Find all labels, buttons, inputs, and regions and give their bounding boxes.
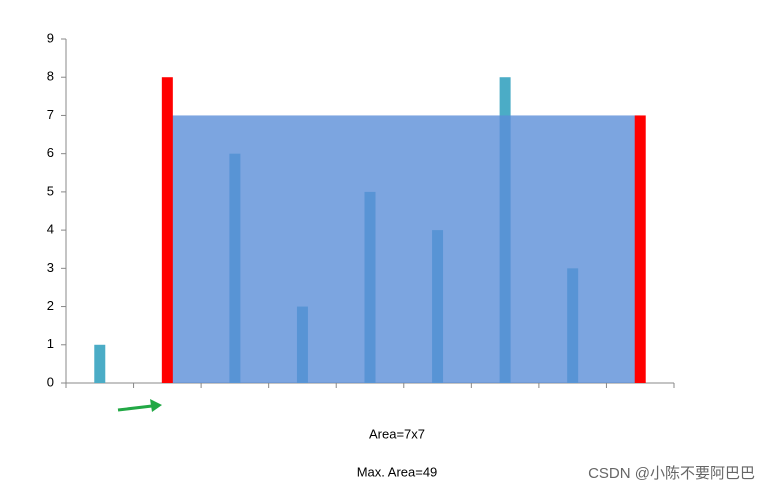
y-tick-label: 8 (47, 69, 54, 84)
y-tick-label: 9 (47, 30, 54, 45)
y-tick-label: 5 (47, 183, 54, 198)
watermark: CSDN @小陈不要阿巴巴 (588, 464, 755, 482)
y-tick-label: 2 (47, 298, 54, 313)
water-area (167, 115, 641, 383)
y-tick-label: 1 (47, 336, 54, 351)
bar (94, 344, 106, 383)
annotation: Max. Area=49 (357, 464, 438, 479)
y-tick-label: 7 (47, 107, 54, 122)
bar (161, 77, 173, 383)
y-tick-label: 4 (47, 222, 54, 237)
y-tick-label: 0 (47, 374, 54, 389)
bar (634, 115, 646, 383)
annotation: Area=7x7 (369, 426, 425, 441)
y-tick-label: 3 (47, 260, 54, 275)
y-tick-label: 6 (47, 145, 54, 160)
arrow (117, 399, 162, 412)
